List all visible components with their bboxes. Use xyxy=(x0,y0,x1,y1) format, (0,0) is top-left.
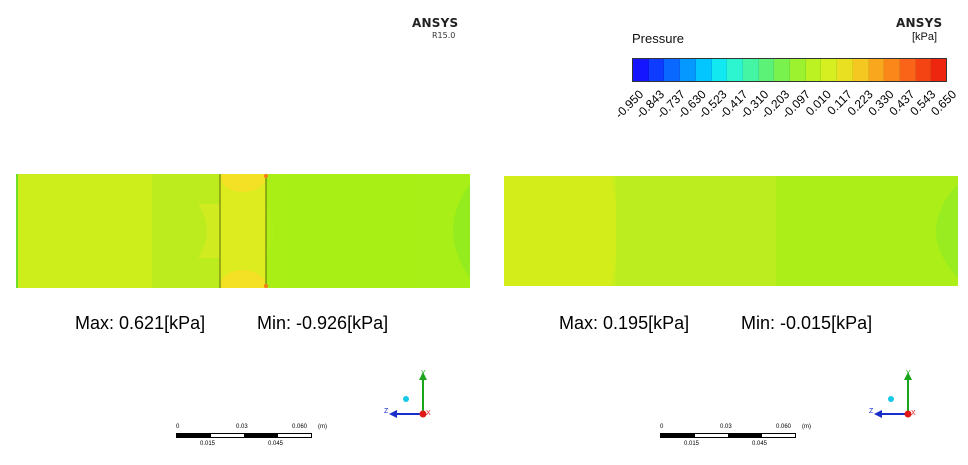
left-min-value: -0.926[kPa] xyxy=(296,313,389,333)
legend-color-segment xyxy=(821,59,838,81)
ansys-logo-left: ANSYS xyxy=(412,16,459,30)
legend-color-segment xyxy=(711,59,728,81)
legend-color-segment xyxy=(899,59,916,81)
scale-right-label-003: 0.03 xyxy=(720,424,732,430)
axis-z-label-left: Z xyxy=(384,408,389,415)
scale-left-track xyxy=(176,433,312,438)
ansys-logo-right: ANSYS xyxy=(896,16,943,30)
legend-color-segment xyxy=(868,59,885,81)
left-min-stat: Min: -0.926[kPa] xyxy=(257,313,388,334)
axis-y-label-left: Y xyxy=(421,370,426,377)
scale-right-unit: (m) xyxy=(802,424,811,430)
scale-left-label-003: 0.03 xyxy=(236,424,248,430)
right-min-label: Min: xyxy=(741,313,776,333)
legend-color-segment xyxy=(852,59,869,81)
legend-color-segment xyxy=(742,59,759,81)
right-min-stat: Min: -0.015[kPa] xyxy=(741,313,872,334)
legend-color-segment xyxy=(727,59,743,81)
legend-color-segment xyxy=(633,59,649,81)
scale-right-track xyxy=(660,433,796,438)
scale-bar-right: 0 0.03 0.060 (m) 0.015 0.045 xyxy=(656,424,826,454)
scale-right-label-0015: 0.015 xyxy=(684,441,700,447)
scale-left-label-0: 0 xyxy=(176,424,180,430)
right-max-value: 0.195[kPa] xyxy=(603,313,690,333)
legend-title: Pressure xyxy=(632,31,685,46)
pressure-contour-right xyxy=(504,176,958,286)
scale-bar-left: 0 0.03 0.060 (m) 0.015 0.045 xyxy=(172,424,342,454)
legend-color-segment xyxy=(805,59,822,81)
left-max-stat: Max: 0.621[kPa] xyxy=(75,313,205,334)
axis-z-label-right: Z xyxy=(869,408,874,415)
axis-triad-left: Y Z X xyxy=(384,370,431,418)
scale-right-label-006: 0.060 xyxy=(776,424,792,430)
scale-left-label-006: 0.060 xyxy=(292,424,308,430)
right-max-label: Max: xyxy=(559,313,599,333)
axis-triad-right: Y Z X xyxy=(869,370,916,418)
legend-color-segment xyxy=(695,59,712,81)
scale-right-label-0045: 0.045 xyxy=(752,441,768,447)
legend-color-segment xyxy=(790,59,806,81)
legend-color-segment xyxy=(758,59,775,81)
right-min-value: -0.015[kPa] xyxy=(780,313,873,333)
axis-x-label-left: X xyxy=(426,410,431,417)
scale-left-unit: (m) xyxy=(318,424,327,430)
legend-color-segment xyxy=(648,59,665,81)
scale-left-label-0045: 0.045 xyxy=(268,441,284,447)
color-legend-bar xyxy=(632,58,947,82)
ansys-version: R15.0 xyxy=(432,31,456,40)
legend-color-segment xyxy=(837,59,853,81)
axis-y-label-right: Y xyxy=(906,370,911,377)
scale-left-label-0015: 0.015 xyxy=(200,441,216,447)
left-max-label: Max: xyxy=(75,313,115,333)
left-min-label: Min: xyxy=(257,313,292,333)
pressure-contour-left xyxy=(16,174,470,288)
right-max-stat: Max: 0.195[kPa] xyxy=(559,313,689,334)
legend-tick-labels: -0.950-0.843-0.737-0.630-0.523-0.417-0.3… xyxy=(612,87,959,121)
axis-x-label-right: X xyxy=(911,410,916,417)
scale-right-label-0: 0 xyxy=(660,424,664,430)
legend-color-segment xyxy=(931,59,947,81)
legend-color-segment xyxy=(915,59,932,81)
legend-unit: [kPa] xyxy=(912,31,938,43)
left-max-value: 0.621[kPa] xyxy=(119,313,206,333)
legend-color-segment xyxy=(774,59,791,81)
legend-color-segment xyxy=(664,59,681,81)
legend-color-segment xyxy=(884,59,900,81)
legend-color-segment xyxy=(680,59,696,81)
